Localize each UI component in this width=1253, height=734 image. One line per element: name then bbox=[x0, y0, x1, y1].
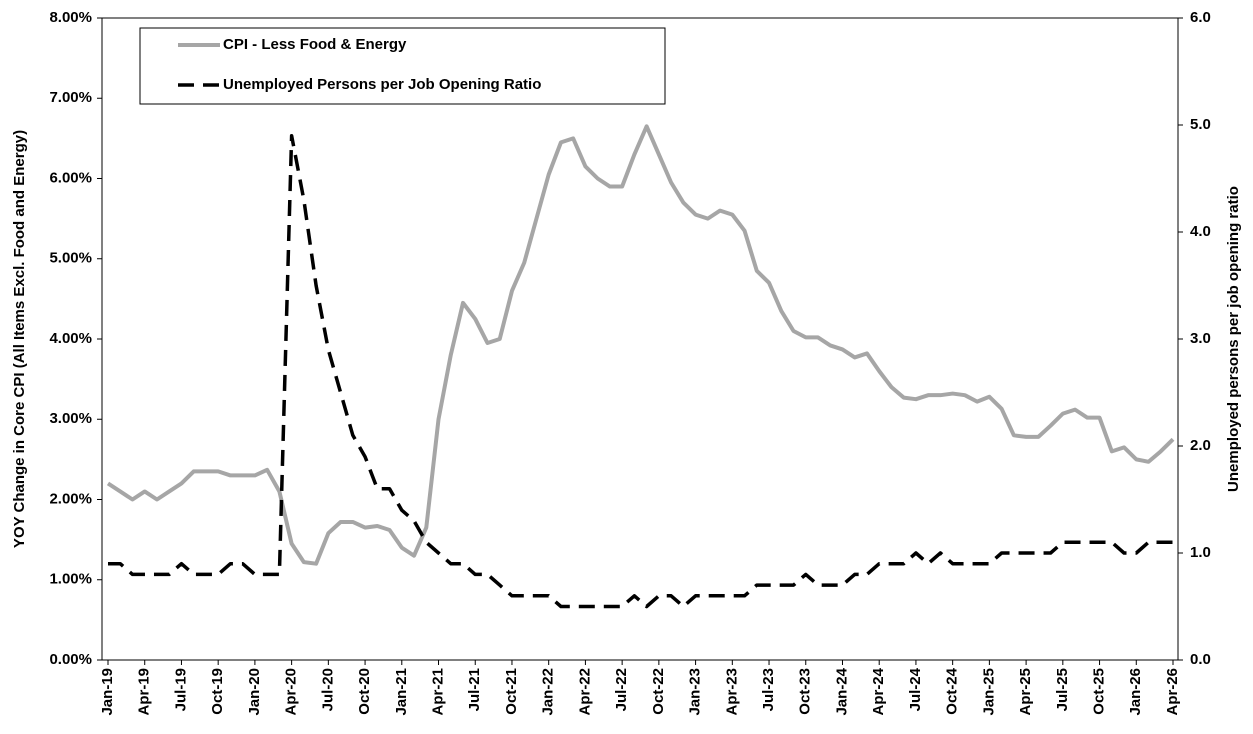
series-line bbox=[106, 124, 1175, 566]
x-tick-label: Oct-21 bbox=[503, 668, 520, 715]
x-tick-label: Jul-22 bbox=[613, 668, 630, 711]
y2-tick-label: 4.0 bbox=[1190, 223, 1211, 240]
x-tick-label: Apr-25 bbox=[1017, 668, 1034, 716]
x-tick-label: Jul-20 bbox=[319, 668, 336, 711]
x-tick-label: Jul-19 bbox=[172, 668, 189, 711]
y-axis-label: YOY Change in Core CPI (All Items Excl. … bbox=[11, 130, 28, 548]
y-tick-label: 4.00% bbox=[49, 330, 92, 347]
x-tick-label: Oct-22 bbox=[650, 668, 667, 715]
x-tick-label: Jul-25 bbox=[1054, 668, 1071, 711]
x-tick-label: Oct-20 bbox=[356, 668, 373, 715]
x-tick-label: Apr-20 bbox=[283, 668, 300, 716]
x-tick-label: Jan-25 bbox=[980, 668, 997, 716]
y-tick-label: 3.00% bbox=[49, 410, 92, 427]
x-tick-label: Jul-21 bbox=[466, 668, 483, 711]
y-tick-label: 5.00% bbox=[49, 250, 92, 267]
x-tick-label: Jan-19 bbox=[99, 668, 116, 716]
y-tick-label: 7.00% bbox=[49, 89, 92, 106]
x-tick-label: Oct-19 bbox=[209, 668, 226, 715]
y-tick-label: 6.00% bbox=[49, 169, 92, 186]
x-tick-label: Oct-23 bbox=[797, 668, 814, 715]
y2-tick-label: 1.0 bbox=[1190, 544, 1211, 561]
y-tick-label: 0.00% bbox=[49, 651, 92, 668]
y2-axis-label: Unemployed persons per job opening ratio bbox=[1225, 186, 1242, 492]
x-tick-label: Apr-21 bbox=[429, 668, 446, 716]
y2-tick-label: 2.0 bbox=[1190, 437, 1211, 454]
y2-tick-label: 3.0 bbox=[1190, 330, 1211, 347]
x-tick-label: Apr-24 bbox=[870, 667, 887, 715]
x-tick-label: Jan-23 bbox=[687, 668, 704, 716]
x-tick-label: Apr-26 bbox=[1164, 668, 1181, 716]
x-tick-label: Oct-24 bbox=[944, 667, 961, 714]
x-tick-label: Jan-26 bbox=[1127, 668, 1144, 716]
x-tick-label: Jan-20 bbox=[246, 668, 263, 716]
x-tick-label: Jan-24 bbox=[833, 667, 850, 715]
x-tick-label: Apr-23 bbox=[723, 668, 740, 716]
x-tick-label: Jan-21 bbox=[393, 668, 410, 716]
y2-tick-label: 0.0 bbox=[1190, 651, 1211, 668]
x-tick-label: Oct-25 bbox=[1091, 668, 1108, 715]
x-tick-label: Jul-24 bbox=[907, 667, 924, 711]
y-tick-label: 2.00% bbox=[49, 490, 92, 507]
series-line bbox=[108, 133, 1173, 609]
x-tick-label: Apr-22 bbox=[576, 668, 593, 716]
x-tick-label: Jul-23 bbox=[760, 668, 777, 711]
y-tick-label: 8.00% bbox=[49, 9, 92, 26]
legend-box bbox=[139, 27, 666, 105]
y-tick-label: 1.00% bbox=[49, 571, 92, 588]
legend-label: CPI - Less Food & Energy bbox=[223, 36, 407, 53]
y2-tick-label: 5.0 bbox=[1190, 116, 1211, 133]
x-tick-label: Apr-19 bbox=[136, 668, 153, 716]
legend-label: Unemployed Persons per Job Opening Ratio bbox=[223, 76, 541, 93]
plot-frame bbox=[101, 17, 1179, 661]
x-tick-label: Jan-22 bbox=[540, 668, 557, 716]
y2-tick-label: 6.0 bbox=[1190, 9, 1211, 26]
